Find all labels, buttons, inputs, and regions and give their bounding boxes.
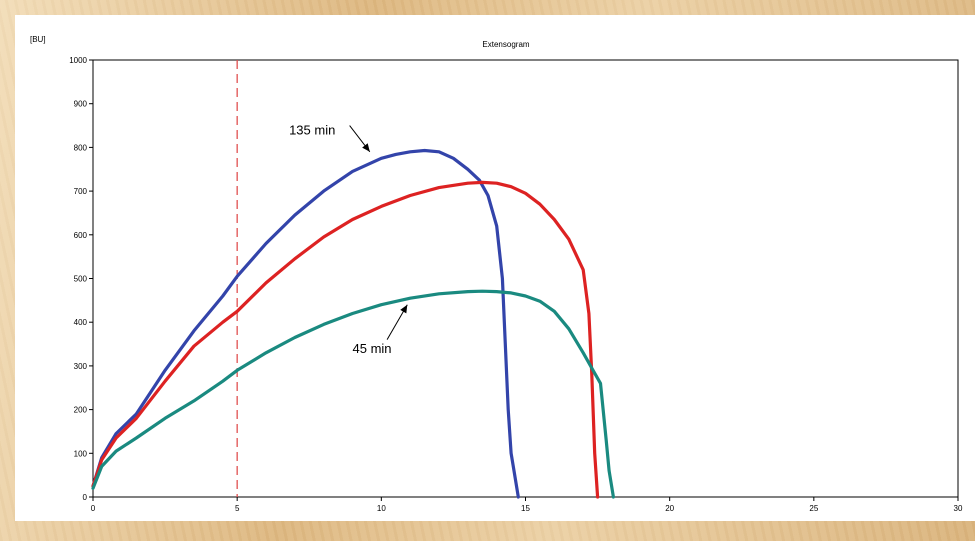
series-group <box>91 148 615 499</box>
y-tick-label: 500 <box>74 275 88 284</box>
series-line-0 <box>91 148 520 499</box>
annotations-group: 135 min 45 min <box>289 122 408 356</box>
x-tick-label: 15 <box>521 504 530 513</box>
chart-title: Extensogram <box>482 40 529 49</box>
x-tick-label: 10 <box>377 504 386 513</box>
x-tick-label: 25 <box>809 504 818 513</box>
annotation-label: 45 min <box>353 341 392 356</box>
y-axis-label: [BU] <box>30 35 46 44</box>
y-tick-label: 800 <box>74 143 88 152</box>
y-tick-label: 0 <box>83 493 88 502</box>
y-tick-label: 600 <box>74 231 88 240</box>
y-tick-label: 200 <box>74 406 88 415</box>
annotation-arrow-head <box>400 304 408 314</box>
annotation-label: 135 min <box>289 122 335 137</box>
y-tick-label: 900 <box>74 100 88 109</box>
y-tick-label: 400 <box>74 318 88 327</box>
y-tick-label: 700 <box>74 187 88 196</box>
x-tick-label: 30 <box>954 504 963 513</box>
x-tick-label: 0 <box>91 504 96 513</box>
y-axis: 0 100 200 300 400 500 600 700 800 900 1000 <box>69 56 93 502</box>
y-tick-label: 100 <box>74 449 88 458</box>
x-tick-label: 20 <box>665 504 674 513</box>
x-axis: 0 5 10 15 20 25 30 <box>91 497 963 513</box>
x-tick-label: 5 <box>235 504 240 513</box>
series-line-2 <box>91 289 615 499</box>
series-line-1 <box>91 180 600 499</box>
plot-area <box>92 59 959 498</box>
y-tick-label: 300 <box>74 362 88 371</box>
annotation-arrow-head <box>362 143 370 152</box>
y-tick-label: 1000 <box>69 56 87 65</box>
